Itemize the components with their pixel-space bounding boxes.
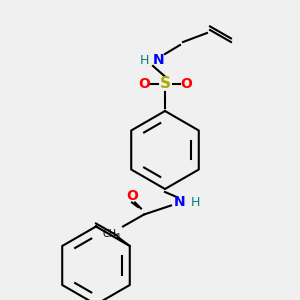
Text: O: O [180, 77, 192, 91]
Text: S: S [160, 76, 170, 92]
Text: N: N [153, 53, 165, 67]
Text: O: O [138, 77, 150, 91]
Text: O: O [126, 190, 138, 203]
Text: N: N [174, 196, 186, 209]
Text: H: H [139, 53, 149, 67]
Text: CH₃: CH₃ [103, 229, 121, 239]
Text: H: H [190, 196, 200, 209]
